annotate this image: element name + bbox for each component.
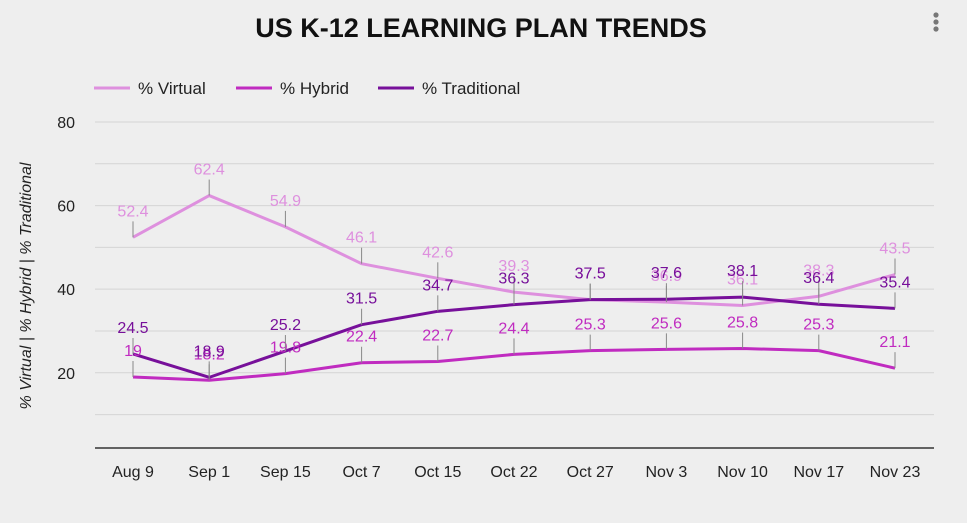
data-label: 37.5 bbox=[575, 266, 606, 283]
data-label: 24.5 bbox=[117, 320, 148, 337]
data-label: 54.9 bbox=[270, 193, 301, 210]
data-label: 24.4 bbox=[498, 320, 529, 337]
data-label: 36.9 bbox=[651, 268, 682, 285]
data-label: 37.5 bbox=[575, 266, 606, 283]
x-tick-label: Oct 7 bbox=[342, 464, 380, 481]
x-tick-label: Oct 15 bbox=[414, 464, 461, 481]
data-label: 37.6 bbox=[651, 265, 682, 282]
data-label: 25.3 bbox=[803, 317, 834, 334]
data-label: 62.4 bbox=[194, 162, 225, 179]
x-tick-label: Oct 22 bbox=[490, 464, 537, 481]
y-tick-label: 20 bbox=[57, 366, 75, 383]
data-label: 21.1 bbox=[879, 334, 910, 351]
data-label: 34.7 bbox=[422, 277, 453, 294]
data-labels: 52.4 62.4 54.9 46.1 42.6 39.3 37.5 36.9 36.1 38.3… bbox=[117, 162, 911, 381]
data-label: 22.4 bbox=[346, 329, 377, 346]
data-label: 52.4 bbox=[117, 203, 148, 220]
data-label: 36.1 bbox=[727, 271, 758, 288]
x-tick-label: Aug 9 bbox=[112, 464, 154, 481]
legend-label: % Virtual bbox=[138, 79, 206, 98]
data-label: 25.2 bbox=[270, 317, 301, 334]
data-label: 39.3 bbox=[498, 258, 529, 275]
legend-label: % Traditional bbox=[422, 79, 520, 98]
data-label: 31.5 bbox=[346, 291, 377, 308]
data-label: 43.5 bbox=[879, 241, 910, 258]
data-label: 38.3 bbox=[803, 262, 834, 279]
y-tick-label: 80 bbox=[57, 115, 75, 132]
data-label: 25.6 bbox=[651, 315, 682, 332]
legend: % Virtual % Hybrid % Traditional bbox=[94, 79, 520, 98]
data-label: 18.9 bbox=[194, 343, 225, 360]
data-label: 25.8 bbox=[727, 315, 758, 332]
data-label: 22.7 bbox=[422, 327, 453, 344]
x-tick-label: Nov 17 bbox=[793, 464, 844, 481]
x-tick-label: Sep 15 bbox=[260, 464, 311, 481]
chart-title: US K-12 LEARNING PLAN TRENDS bbox=[255, 13, 707, 43]
x-tick-label: Nov 10 bbox=[717, 464, 768, 481]
more-vert-icon[interactable] bbox=[933, 12, 939, 32]
data-label: 35.4 bbox=[879, 274, 910, 291]
data-label: 42.6 bbox=[422, 244, 453, 261]
y-tick-label: 40 bbox=[57, 282, 75, 299]
data-label: 36.3 bbox=[498, 271, 529, 288]
data-label: 38.1 bbox=[727, 263, 758, 280]
y-axis: 20 40 60 80 bbox=[57, 115, 75, 383]
y-tick-label: 60 bbox=[57, 199, 75, 216]
data-label: 46.1 bbox=[346, 230, 377, 247]
x-tick-label: Oct 27 bbox=[567, 464, 614, 481]
legend-label: % Hybrid bbox=[280, 79, 349, 98]
x-tick-label: Sep 1 bbox=[188, 464, 230, 481]
y-axis-label: % Virtual | % Hybrid | % Traditional bbox=[18, 162, 35, 409]
x-axis: Aug 9 Sep 1 Sep 15 Oct 7 Oct 15 Oct 22 Oct 27 N… bbox=[112, 464, 920, 481]
x-tick-label: Nov 3 bbox=[646, 464, 688, 481]
data-label: 36.4 bbox=[803, 270, 834, 287]
data-label: 25.3 bbox=[575, 317, 606, 334]
x-tick-label: Nov 23 bbox=[870, 464, 921, 481]
data-label: 18.2 bbox=[194, 346, 225, 363]
